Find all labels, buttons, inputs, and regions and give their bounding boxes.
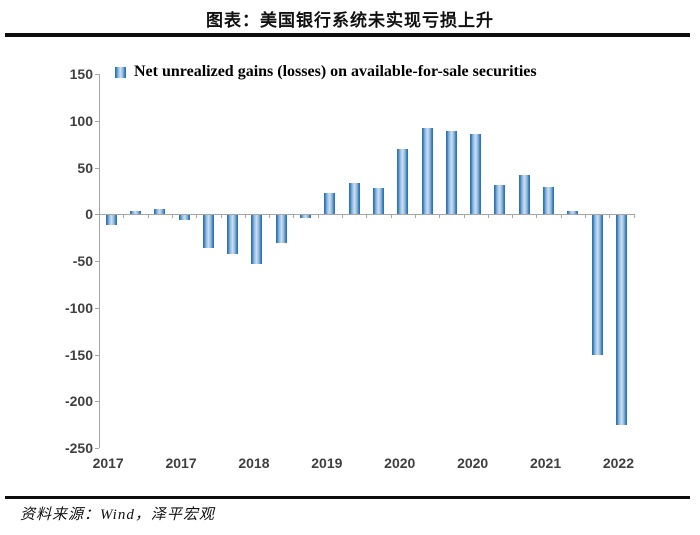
x-axis-tick: [269, 214, 271, 219]
x-axis-tick: [317, 214, 319, 219]
bar-quarter-19: [567, 211, 579, 215]
bar-quarter-4: [202, 215, 214, 248]
bar-quarter-6: [251, 215, 263, 264]
x-axis-label: 2017: [165, 455, 197, 471]
x-axis-tick: [342, 214, 343, 219]
x-axis-tick: [560, 214, 562, 219]
x-axis-tick: [196, 214, 198, 219]
y-axis-tick: [95, 214, 99, 216]
x-axis-tick: [463, 214, 465, 219]
y-axis-label: 100: [69, 112, 93, 129]
bar-quarter-16: [494, 185, 506, 215]
x-axis-tick: [512, 214, 514, 219]
y-axis-label: -100: [64, 299, 93, 316]
y-axis-label: -250: [64, 440, 93, 456]
chart-legend: Net unrealized gains (losses) on availab…: [115, 63, 537, 81]
x-axis-tick: [487, 214, 489, 219]
y-axis-label: -150: [64, 346, 93, 363]
x-axis-tick: [123, 214, 125, 219]
y-axis-tick: [95, 120, 99, 122]
y-axis-tick: [95, 261, 99, 262]
bar-quarter-9: [324, 192, 336, 215]
bar-quarter-17: [518, 174, 530, 215]
y-axis-tick: [95, 448, 99, 449]
x-axis-tick: [293, 214, 295, 219]
legend-swatch-icon: [115, 66, 126, 78]
x-axis-tick: [171, 214, 173, 219]
x-axis-tick: [244, 214, 246, 219]
y-axis-label: 0: [85, 206, 93, 223]
x-axis-label: 2022: [602, 455, 635, 471]
bar-quarter-2: [154, 208, 166, 215]
bar-quarter-8: [300, 215, 312, 219]
bar-quarter-14: [445, 131, 457, 215]
top-divider: [5, 33, 690, 37]
y-axis-label: 150: [69, 66, 93, 82]
y-axis-tick: [95, 354, 99, 356]
bar-quarter-11: [372, 188, 384, 215]
bar-quarter-3: [178, 215, 190, 220]
y-axis-label: -200: [64, 393, 93, 410]
x-axis-tick: [585, 214, 586, 219]
x-axis-tick: [633, 214, 635, 219]
bar-quarter-15: [470, 133, 482, 215]
x-axis-label: 2019: [311, 455, 343, 471]
x-axis-tick: [609, 214, 611, 219]
y-axis-tick: [95, 401, 99, 403]
x-axis-tick: [390, 214, 392, 219]
x-axis-tick: [220, 214, 222, 219]
x-axis-label: 2017: [92, 455, 124, 471]
bar-quarter-13: [421, 128, 433, 215]
x-axis-tick: [536, 214, 538, 219]
y-axis-label: -50: [72, 253, 93, 269]
source-note: 资料来源：Wind，泽平宏观: [20, 507, 215, 523]
bar-quarter-1: [129, 210, 141, 215]
y-axis-label: 50: [77, 159, 93, 176]
bar-quarter-12: [397, 148, 409, 215]
x-axis-tick: [147, 214, 149, 219]
x-axis-tick: [439, 214, 441, 219]
bar-quarter-20: [591, 215, 603, 355]
x-axis-tick: [366, 214, 368, 219]
x-axis-label: 2021: [529, 455, 562, 471]
x-axis-label: 2020: [384, 455, 416, 471]
bar-quarter-5: [227, 215, 239, 254]
y-axis-tick: [95, 307, 99, 309]
bar-quarter-0: [105, 215, 117, 225]
page-title: 图表：美国银行系统未实现亏损上升: [206, 11, 494, 30]
y-axis: [99, 74, 100, 448]
y-axis-tick: [95, 74, 99, 75]
legend-label: Net unrealized gains (losses) on availab…: [134, 63, 537, 80]
bottom-divider: [5, 496, 690, 499]
y-axis-tick: [95, 167, 99, 169]
bar-quarter-7: [275, 215, 287, 244]
bar-quarter-18: [543, 187, 555, 215]
x-axis-tick: [99, 214, 100, 219]
x-axis-label: 2020: [457, 455, 489, 471]
x-axis-label: 2018: [238, 455, 270, 471]
x-axis-tick: [414, 214, 416, 219]
bar-quarter-10: [348, 183, 360, 215]
bar-quarter-21: [615, 215, 627, 425]
